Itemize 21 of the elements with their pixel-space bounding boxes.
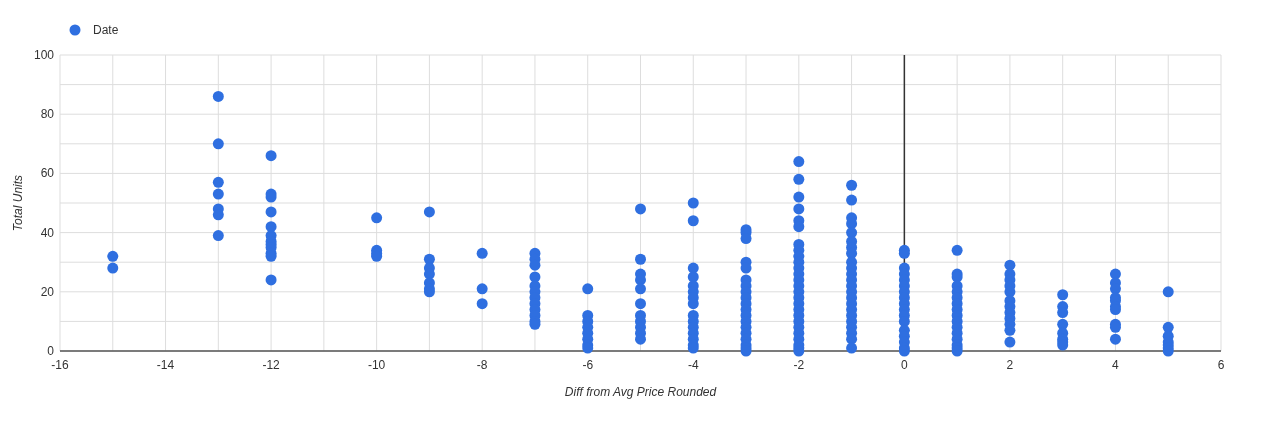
x-tick-label: -10 (367, 358, 386, 372)
y-axis-title: Total Units (11, 174, 25, 232)
y-tick-label: 40 (40, 225, 55, 240)
y-tick-label: 20 (40, 284, 55, 299)
x-tick-label: -2 (793, 358, 805, 372)
y-tick-label: 80 (40, 107, 55, 122)
x-tick-label: -4 (687, 358, 699, 372)
x-tick-label: 2 (1006, 358, 1014, 372)
x-tick-label: -16 (51, 358, 69, 372)
y-tick-label: 100 (33, 48, 55, 62)
x-axis-title: Diff from Avg Price Rounded (564, 385, 717, 399)
x-tick-label: -8 (476, 358, 488, 372)
x-tick-label: -6 (582, 358, 594, 372)
legend-label: Date (93, 23, 119, 37)
x-tick-label: -12 (262, 358, 281, 372)
x-tick-label: 4 (1112, 358, 1120, 372)
x-tick-label: -14 (156, 358, 175, 372)
y-tick-label: 60 (40, 166, 55, 181)
y-tick-label: 0 (47, 344, 55, 358)
x-tick-label: 0 (901, 358, 909, 372)
x-tick-label: 6 (1217, 358, 1225, 372)
